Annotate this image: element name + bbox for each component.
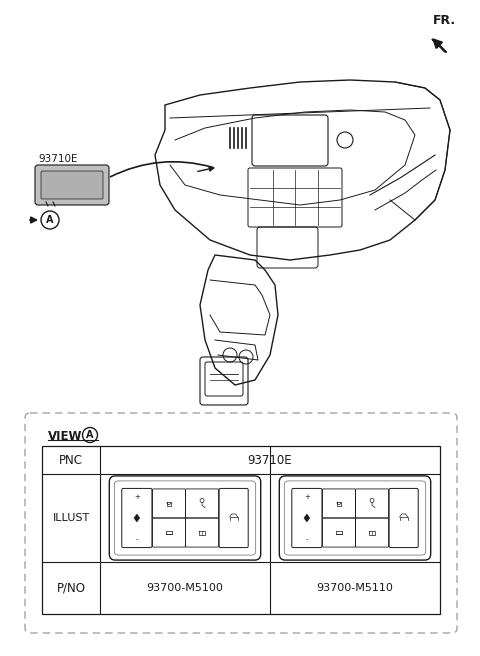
Text: A: A [86,430,94,440]
Text: -: - [306,536,308,542]
FancyBboxPatch shape [35,165,109,205]
Text: FR.: FR. [433,14,456,27]
Bar [42,446,440,614]
Polygon shape [432,39,445,52]
Text: 93710E: 93710E [248,453,292,466]
Text: PNC: PNC [59,453,83,466]
Text: 93710E: 93710E [38,154,77,164]
FancyBboxPatch shape [41,171,103,199]
Text: -: - [136,536,138,542]
Text: 93700-M5110: 93700-M5110 [317,583,394,593]
Text: 93700-M5100: 93700-M5100 [146,583,223,593]
Text: VIEW: VIEW [48,430,83,443]
Text: P/NO: P/NO [57,581,85,594]
Text: ILLUST: ILLUST [52,513,90,523]
Text: +: + [134,494,140,500]
Polygon shape [134,514,140,522]
Text: A: A [46,215,54,225]
Text: +: + [304,494,310,500]
Polygon shape [304,514,310,522]
